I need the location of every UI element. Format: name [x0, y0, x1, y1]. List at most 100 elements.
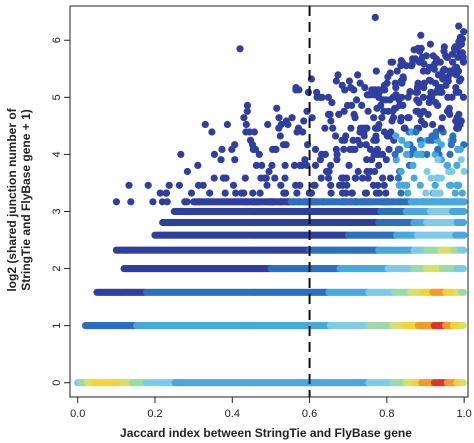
x-axis-title: Jaccard index between StringTie and FlyB… [120, 426, 412, 440]
upper-point [423, 167, 431, 176]
upper-point [436, 88, 444, 96]
band-point [460, 231, 468, 239]
upper-point [177, 150, 185, 158]
upper-point [372, 136, 380, 144]
upper-point [347, 84, 355, 92]
upper-point [422, 189, 430, 197]
upper-point [402, 181, 410, 189]
upper-point [434, 145, 442, 153]
upper-point [356, 79, 364, 87]
upper-point [397, 117, 405, 125]
upper-point [431, 189, 439, 197]
y-tick-label: 5 [51, 94, 63, 100]
upper-point [293, 128, 301, 136]
upper-point [404, 189, 412, 197]
upper-point [452, 65, 460, 73]
upper-point [375, 120, 383, 129]
upper-point [343, 174, 351, 182]
upper-point [431, 181, 439, 189]
upper-point [453, 161, 461, 169]
upper-point [243, 107, 251, 115]
upper-point [326, 110, 334, 118]
upper-point [249, 189, 257, 197]
upper-point [386, 174, 395, 182]
upper-point [229, 181, 238, 189]
upper-point [431, 60, 439, 68]
upper-point [165, 181, 173, 189]
upper-point [361, 84, 369, 92]
upper-point [281, 174, 289, 182]
upper-point [412, 128, 420, 136]
axes: 0.0 0.2 0.4 0.6 0.8 1.0 0 1 2 3 4 5 6 [51, 37, 472, 420]
upper-point [345, 77, 353, 85]
upper-point [271, 174, 279, 182]
upper-point [311, 145, 320, 153]
upper-point [273, 104, 281, 112]
upper-point [353, 96, 361, 104]
upper-point [232, 189, 240, 197]
upper-point [284, 120, 292, 129]
upper-point [449, 58, 457, 66]
upper-point [459, 57, 467, 65]
upper-point [459, 93, 467, 101]
x-tick-label: 0.6 [302, 408, 317, 420]
upper-point [417, 141, 425, 149]
upper-point [378, 86, 386, 94]
y-tick-label: 1 [51, 323, 63, 329]
upper-point [364, 174, 372, 182]
upper-point [398, 136, 406, 144]
upper-point [351, 114, 359, 122]
upper-point [292, 181, 300, 189]
upper-point [183, 167, 191, 176]
upper-point [231, 156, 239, 164]
upper-point [460, 28, 468, 36]
upper-point [426, 40, 434, 48]
upper-point [371, 167, 379, 176]
upper-point [362, 189, 371, 197]
upper-point [252, 161, 260, 169]
upper-point [221, 189, 229, 197]
upper-point [417, 150, 425, 158]
upper-point [127, 198, 135, 206]
upper-point [446, 150, 454, 158]
band-point [459, 265, 467, 273]
upper-point [210, 174, 218, 182]
upper-point [452, 71, 460, 79]
upper-point [453, 181, 461, 189]
y-axis-title-line2: StringTie and FlyBase gene + 1) [19, 109, 33, 291]
upper-point [324, 93, 332, 101]
upper-point [241, 174, 249, 182]
upper-point [290, 161, 299, 169]
outlier-point [456, 33, 464, 42]
upper-point [460, 167, 468, 176]
upper-point [419, 107, 428, 115]
upper-point [149, 198, 157, 206]
upper-point [399, 75, 407, 83]
upper-point [345, 161, 353, 169]
upper-point [194, 181, 203, 189]
upper-point [288, 114, 296, 122]
upper-point [422, 52, 430, 60]
upper-point [444, 161, 452, 169]
upper-point [261, 174, 269, 182]
upper-point [399, 101, 407, 109]
upper-point [310, 181, 318, 189]
upper-point [409, 161, 417, 169]
x-tick-label: 0.4 [225, 408, 240, 420]
upper-point [240, 189, 248, 197]
upper-point [351, 174, 359, 182]
x-tick-label: 0.2 [147, 408, 162, 420]
upper-point [375, 93, 383, 101]
upper-point [444, 77, 452, 85]
upper-point [329, 124, 337, 132]
upper-point [366, 91, 374, 99]
upper-point [456, 120, 464, 129]
upper-point [380, 181, 388, 189]
upper-point [373, 104, 381, 112]
upper-point [445, 104, 453, 112]
upper-point [301, 156, 309, 164]
upper-point [403, 150, 411, 158]
upper-point [249, 145, 257, 153]
upper-point [410, 174, 418, 182]
